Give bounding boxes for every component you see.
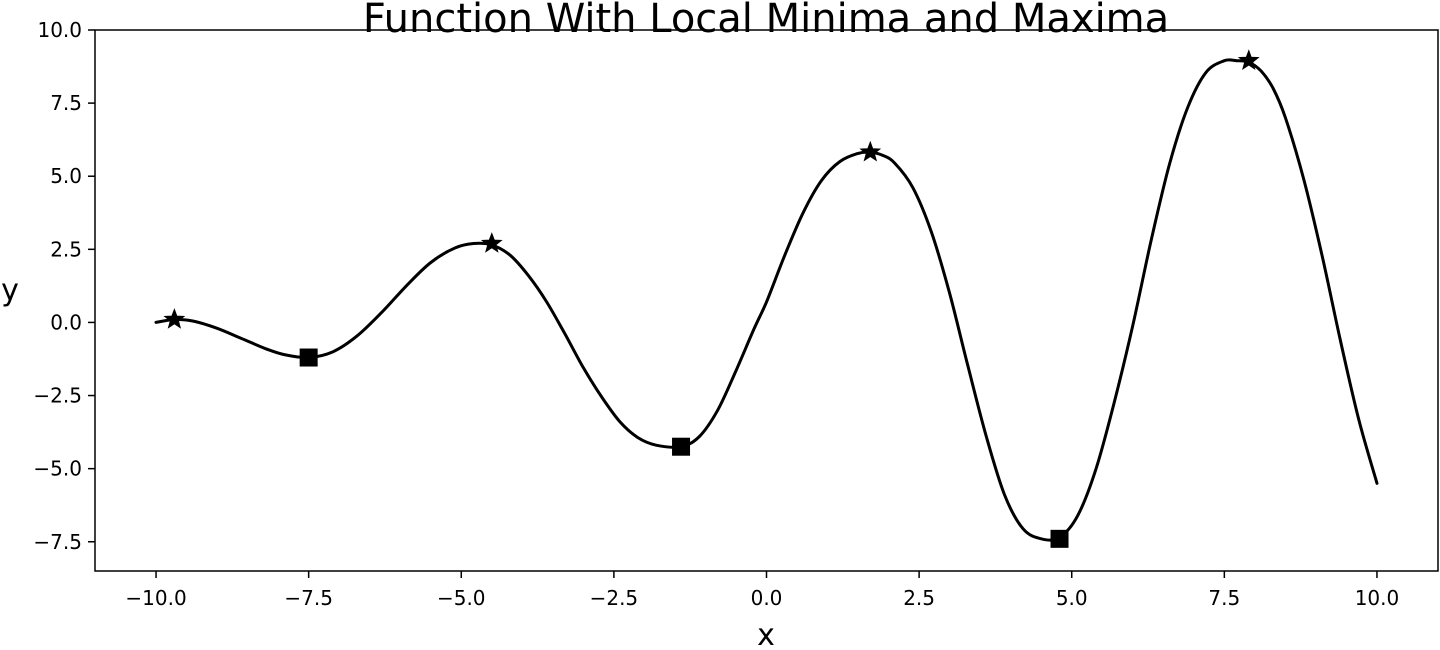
- x-tick-label: 2.5: [903, 586, 935, 610]
- minimum-square-marker: [1050, 529, 1069, 548]
- y-tick-label: 5.0: [50, 164, 82, 188]
- maximum-star-marker: [859, 140, 882, 162]
- axes-frame: [94, 29, 1439, 572]
- maximum-star-marker: [1237, 49, 1260, 70]
- x-tick-label: 5.0: [1056, 586, 1088, 610]
- y-tick-label: −2.5: [33, 384, 82, 408]
- x-tick-label: 7.5: [1208, 586, 1240, 610]
- x-tick-label: 0.0: [751, 586, 783, 610]
- y-axis-label: y: [1, 273, 19, 308]
- x-axis-label: x: [757, 618, 775, 650]
- y-tick-label: 0.0: [50, 310, 82, 334]
- y-tick-label: 7.5: [50, 91, 82, 115]
- plot-area: [154, 49, 1379, 548]
- y-tick-label: 10.0: [37, 18, 82, 42]
- chart-title: Function With Local Minima and Maxima: [363, 0, 1169, 42]
- maximum-star-marker: [163, 308, 186, 329]
- ticks-layer: −10.0 −7.5 −5.0 −2.5 0.0 2.5 5.0 7.5 10.0 10.0 7.5…: [33, 18, 1399, 610]
- x-tick-label: −10.0: [125, 586, 186, 610]
- function-curve: [154, 58, 1379, 542]
- y-tick-label: −5.0: [33, 457, 82, 481]
- minimum-square-marker: [672, 437, 691, 456]
- y-tick-label: 2.5: [50, 237, 82, 261]
- x-tick-label: −2.5: [590, 586, 639, 610]
- x-tick-label: 10.0: [1355, 586, 1400, 610]
- minimum-square-marker: [299, 348, 318, 367]
- x-tick-label: −7.5: [284, 586, 333, 610]
- y-tick-label: −7.5: [33, 530, 82, 554]
- maximum-star-marker: [480, 232, 503, 253]
- x-tick-label: −5.0: [437, 586, 486, 610]
